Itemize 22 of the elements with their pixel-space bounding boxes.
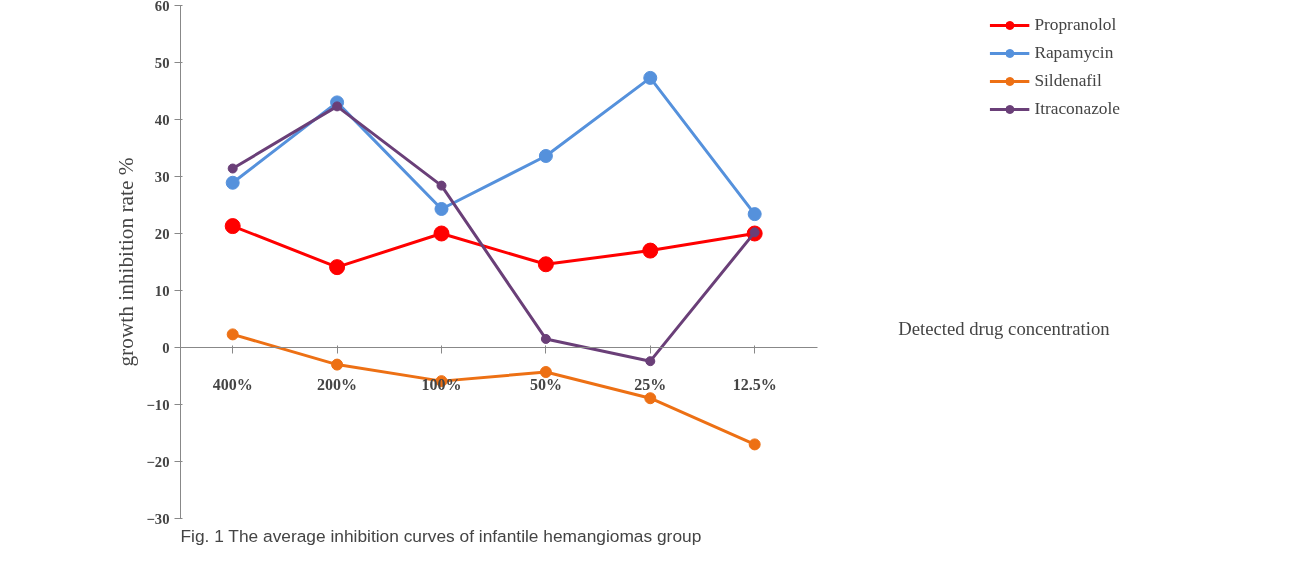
legend-label: Rapamycin — [1034, 43, 1114, 63]
x-axis-title: Detected drug concentration — [898, 317, 1111, 339]
y-tick-label: −10 — [146, 396, 170, 413]
y-tick-label: 30 — [154, 168, 170, 185]
y-tick-label: 10 — [154, 282, 170, 299]
y-tick-label: 60 — [154, 0, 170, 14]
x-tick-label: 25% — [634, 375, 667, 393]
y-tick-label: 40 — [154, 111, 170, 128]
y-tick-label: 20 — [154, 225, 170, 242]
y-tick-label: −20 — [146, 453, 170, 470]
x-tick-label: 50% — [529, 375, 562, 393]
legend-label: Sildenafil — [1034, 71, 1102, 91]
y-tick-label: 50 — [154, 54, 170, 71]
caption: Fig. 1 The average inhibition curves of infantile hemangiomas group — [180, 525, 702, 546]
x-tick-label: 200% — [317, 375, 358, 393]
y-tick-label: 0 — [162, 339, 170, 356]
y-tick-label: −30 — [146, 510, 170, 527]
x-tick-label: 400% — [212, 375, 253, 393]
legend-label: Propranolol — [1034, 15, 1117, 35]
legend-label: Itraconazole — [1034, 99, 1120, 119]
y-axis-title: growth inhibition rate % — [114, 157, 139, 367]
x-tick-label: 12.5% — [732, 375, 777, 393]
